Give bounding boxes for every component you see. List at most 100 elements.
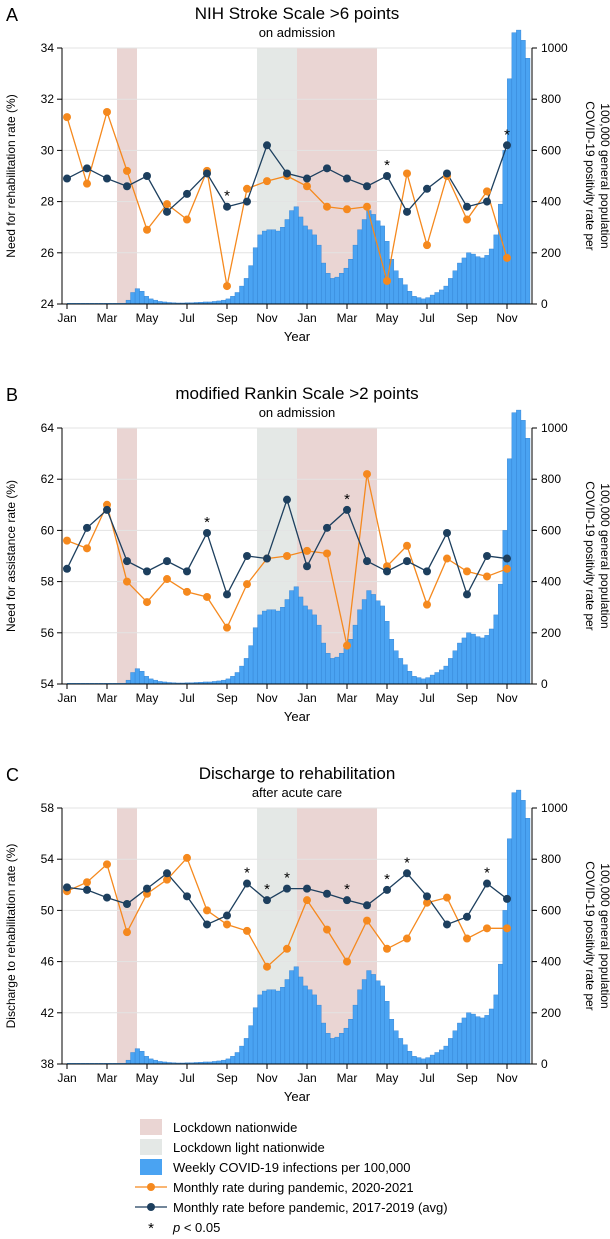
- before-point: [463, 912, 471, 921]
- pandemic-point: [163, 200, 171, 209]
- legend-item-lockdown: Lockdown nationwide: [140, 1119, 297, 1135]
- infection-bar: [516, 789, 522, 1065]
- infection-bar: [134, 288, 140, 305]
- before-point: [123, 900, 131, 908]
- x-axis-label: Year: [284, 329, 311, 344]
- x-tick-label: Jan: [57, 311, 76, 325]
- pandemic-point: [243, 184, 251, 193]
- x-tick-label: Jan: [297, 1071, 316, 1085]
- infection-bar: [221, 299, 227, 305]
- before-point: [103, 893, 111, 902]
- y-tick-label: 32: [41, 92, 55, 106]
- infection-bar: [393, 650, 399, 685]
- pandemic-point: [143, 225, 151, 234]
- pandemic-point: [363, 470, 371, 479]
- pandemic-point: [123, 166, 131, 175]
- infection-bar: [302, 225, 308, 305]
- infection-bar: [425, 1057, 431, 1065]
- legend-item-star: * p < 0.05: [148, 1220, 220, 1237]
- infection-bar: [429, 1054, 435, 1065]
- infection-bar: [252, 1007, 258, 1065]
- infection-bar: [443, 1045, 449, 1065]
- y2-tick-label: 800: [541, 92, 561, 106]
- before-point: [303, 884, 311, 893]
- y2-tick-label: 800: [541, 852, 561, 866]
- pandemic-point: [403, 541, 411, 550]
- infection-bar: [470, 1013, 476, 1065]
- infection-bar: [502, 150, 508, 305]
- chart-panel-a: A NIH Stroke Scale >6 points on admission 2…: [4, 4, 610, 344]
- significance-star: *: [284, 870, 290, 887]
- legend-label: Monthly rate during pandemic, 2020-2021: [173, 1180, 414, 1195]
- before-point: [263, 554, 271, 563]
- infection-bar: [298, 216, 304, 305]
- infection-bar: [439, 1049, 444, 1065]
- pandemic-point: [103, 108, 111, 116]
- infection-bar: [493, 614, 499, 685]
- infection-bar: [488, 628, 494, 685]
- infection-bar: [502, 910, 508, 1065]
- before-point: [83, 885, 91, 894]
- pandemic-point: [223, 920, 231, 929]
- infection-bar: [139, 671, 145, 685]
- infection-bar: [330, 658, 336, 685]
- before-point: [123, 182, 131, 191]
- pandemic-point: [323, 202, 331, 211]
- infection-bar: [248, 645, 254, 685]
- infection-bar: [488, 1008, 494, 1065]
- infection-bar: [375, 600, 381, 685]
- before-point: [323, 523, 331, 532]
- infection-bar: [393, 270, 399, 305]
- infection-bar: [284, 219, 290, 305]
- x-tick-label: Jan: [297, 311, 316, 325]
- before-point: [263, 896, 271, 905]
- legend-item-before: Monthly rate before pandemic, 2017-2019 …: [135, 1200, 448, 1215]
- infection-bar: [339, 1033, 345, 1065]
- infection-bar: [271, 609, 277, 685]
- before-point: [443, 169, 451, 178]
- infection-bar: [520, 800, 526, 1065]
- pandemic-point: [83, 179, 91, 188]
- x-tick-label: Mar: [337, 691, 358, 705]
- y-tick-label: 56: [41, 626, 55, 640]
- y-tick-label: 34: [41, 41, 55, 55]
- before-point: [483, 879, 491, 888]
- before-point: [483, 552, 491, 560]
- infection-bar: [316, 244, 322, 305]
- before-point: [183, 567, 191, 576]
- infection-bar: [452, 650, 458, 685]
- chart-panels: A NIH Stroke Scale >6 points on admission 2…: [4, 4, 610, 1104]
- before-point: [183, 892, 191, 901]
- y-tick-label: 58: [41, 575, 55, 589]
- legend-swatch: [140, 1139, 162, 1155]
- before-point: [403, 869, 411, 878]
- x-tick-label: Nov: [256, 691, 277, 705]
- y2-tick-label: 1000: [541, 801, 568, 815]
- x-tick-label: Sep: [456, 311, 478, 325]
- chart-subtitle: on admission: [259, 405, 336, 420]
- infection-bar: [130, 1052, 136, 1065]
- infection-bar: [311, 614, 317, 685]
- significance-star: *: [344, 491, 350, 508]
- before-point: [403, 207, 411, 216]
- before-point: [423, 567, 431, 576]
- infection-bar: [325, 1033, 331, 1065]
- infection-bar: [352, 1004, 358, 1065]
- infection-bar: [416, 1057, 422, 1065]
- infection-bar: [275, 610, 281, 685]
- infection-bar: [271, 229, 277, 305]
- pandemic-point: [323, 549, 331, 558]
- before-point: [63, 564, 71, 573]
- infection-bar: [125, 679, 131, 685]
- significance-star: *: [384, 157, 390, 174]
- infection-bar: [243, 658, 249, 685]
- panel-letter: C: [6, 765, 19, 785]
- infection-bar: [275, 990, 281, 1065]
- before-point: [143, 172, 151, 180]
- infection-bar: [243, 278, 249, 305]
- infection-bar: [153, 299, 158, 305]
- infection-bar: [252, 627, 258, 685]
- x-tick-label: May: [376, 1071, 399, 1085]
- infection-bar: [475, 636, 481, 685]
